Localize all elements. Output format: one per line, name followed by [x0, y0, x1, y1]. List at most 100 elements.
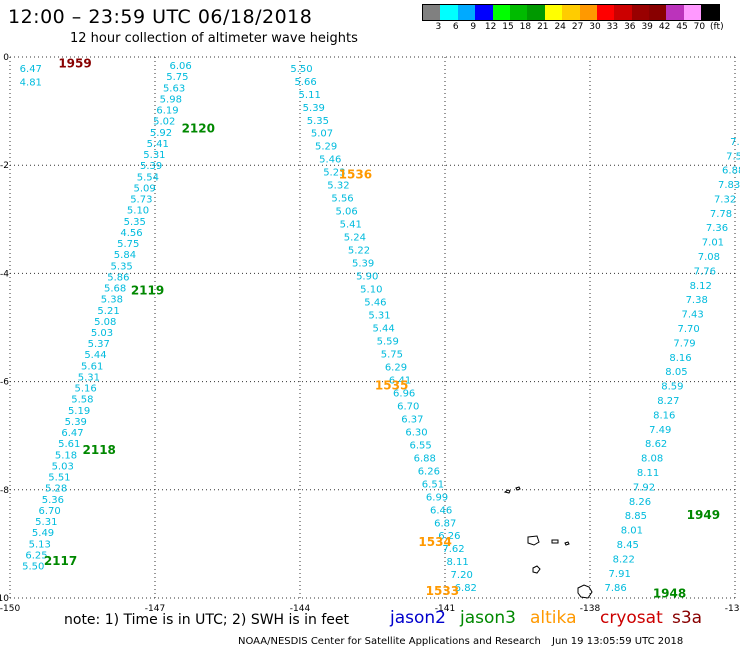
wave-height-label: 5.24 [344, 233, 366, 244]
wave-height-label: 7.70 [677, 324, 699, 335]
colorbar-label: 33 [606, 22, 619, 32]
wave-height-label: 8.62 [645, 439, 667, 450]
wave-height-label: 8.08 [641, 454, 663, 465]
island-outline [515, 486, 521, 491]
y-tick-label: 0 [3, 53, 9, 63]
wave-height-label: 5.32 [327, 181, 349, 192]
x-tick-label: -147 [145, 604, 165, 614]
wave-height-label: 6.70 [397, 401, 419, 412]
wave-height-label: 6.47 [61, 428, 83, 439]
colorbar-swatch [562, 5, 580, 20]
wave-height-label: 5.41 [340, 220, 362, 231]
x-tick-label: -141 [435, 604, 455, 614]
wave-height-label: 5.58 [71, 395, 93, 406]
colorbar-label: 24 [554, 22, 566, 32]
wave-height-label: 5.02 [153, 117, 175, 128]
wave-height-label: 5.35 [111, 261, 133, 272]
wave-height-label: 5.61 [58, 439, 80, 450]
wave-height-label: 4.56 [120, 228, 142, 239]
colorbar-swatch [614, 5, 632, 20]
wave-height-label: 6.47 [20, 64, 42, 75]
pass-time-label: 1535 [375, 378, 408, 392]
wave-height-label: 5.84 [114, 250, 136, 261]
wave-height-label: 5.98 [160, 94, 182, 105]
wave-height-label: 5.29 [315, 142, 337, 153]
wave-height-label: 7.92 [633, 482, 655, 493]
wave-height-label: 5.31 [143, 150, 165, 161]
wave-height-label: 6.30 [405, 427, 427, 438]
wave-height-label: 5.03 [52, 461, 74, 472]
colorbar-swatch [631, 5, 650, 20]
wave-height-label: 5.31 [78, 372, 100, 383]
wave-height-label: 5.39 [303, 103, 325, 114]
x-tick-label: -138 [580, 604, 601, 614]
legend-item-altika: altika [530, 608, 577, 628]
wave-height-label: 6.25 [25, 550, 47, 561]
wave-height-label: 7.20 [451, 570, 473, 581]
wave-height-label: 6.55 [409, 440, 431, 451]
page-subtitle: 12 hour collection of altimeter wave hei… [70, 31, 358, 46]
wave-height-label: 6.70 [38, 506, 60, 517]
wave-height-label: 7.76 [694, 266, 716, 277]
y-tick-label: -6 [0, 378, 9, 388]
colorbar-label: 45 [676, 22, 688, 32]
colorbar-swatch [683, 5, 702, 20]
colorbar-swatch [649, 5, 667, 20]
wave-height-label: 5.56 [331, 194, 353, 205]
colorbar-label: 39 [641, 22, 653, 32]
wave-height-label: 5.46 [364, 298, 386, 309]
colorbar-label: 6 [452, 22, 459, 32]
pass-time-label: 1533 [426, 584, 459, 598]
wave-height-label: 5.10 [360, 285, 382, 296]
wave-height-label: 5.39 [65, 417, 87, 428]
colorbar-swatch [440, 5, 458, 20]
wave-height-label: 6.26 [418, 466, 440, 477]
wave-height-label: 7.62 [442, 544, 464, 555]
wave-height-label: 5.31 [368, 311, 390, 322]
wave-height-label: 7.78 [710, 209, 732, 220]
colorbar-label: (ft) [710, 22, 724, 32]
wave-height-label: 7.43 [682, 310, 704, 321]
wave-height-label: 5.61 [81, 361, 103, 372]
wave-height-label: 7.08 [698, 252, 720, 263]
colorbar-swatch [475, 5, 493, 20]
colorbar-label: 15 [502, 22, 514, 32]
wave-height-label: 5.37 [88, 339, 110, 350]
colorbar-label: 21 [537, 22, 549, 32]
x-tick-label: -150 [0, 604, 20, 614]
wave-height-label: 8.01 [621, 526, 643, 537]
colorbar-swatch [701, 5, 719, 20]
wave-height-label: 5.90 [356, 272, 378, 283]
wave-height-label: 8.12 [690, 281, 712, 292]
wave-height-label: 5.19 [68, 406, 90, 417]
wave-height-label: 8.16 [669, 353, 691, 364]
wave-height-label: 6.29 [385, 362, 407, 373]
wave-height-label: 5.46 [319, 155, 341, 166]
footer-timestamp: Jun 19 13:05:59 UTC 2018 [552, 636, 684, 647]
wave-height-label: 7.49 [649, 425, 671, 436]
wave-height-label: 8.26 [629, 497, 651, 508]
wave-height-label: 5.22 [348, 246, 370, 257]
wave-height-label: 5.44 [373, 324, 395, 335]
wave-height-label: 6.87 [434, 518, 456, 529]
wave-height-label: 6.96 [393, 388, 415, 399]
wave-height-label: 5.08 [94, 317, 116, 328]
colorbar-label: 70 [693, 22, 706, 32]
colorbar-swatch [544, 5, 563, 20]
wave-height-label: 5.13 [29, 539, 51, 550]
legend-item-cryosat: cryosat [600, 608, 663, 628]
wave-height-label: 5.68 [104, 284, 126, 295]
colorbar-swatch [492, 5, 510, 20]
wave-height-label: 6.19 [156, 106, 178, 117]
pass-time-label: 1948 [653, 587, 686, 601]
wave-height-label: 5.18 [55, 450, 77, 461]
wave-height-label: 6.41 [389, 375, 411, 386]
wave-height-label: 6.26 [438, 531, 460, 542]
legend-item-s3a: s3a [672, 608, 703, 628]
wave-height-label: 5.44 [84, 350, 106, 361]
wave-height-label: 7.01 [702, 238, 724, 249]
colorbar-swatch [527, 5, 545, 20]
colorbar-swatch [509, 5, 528, 20]
wave-height-label: 7.38 [686, 295, 708, 306]
pass-time-label: 2118 [83, 443, 116, 457]
